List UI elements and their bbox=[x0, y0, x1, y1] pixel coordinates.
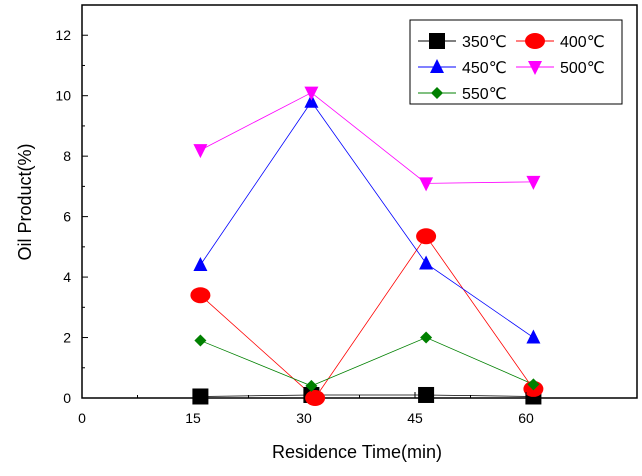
legend-marker-550 bbox=[431, 87, 443, 99]
data-point-550 bbox=[420, 331, 433, 344]
data-point-450 bbox=[304, 93, 319, 108]
x-tick-label: 45 bbox=[407, 410, 423, 426]
data-point-350 bbox=[418, 386, 435, 403]
data-point-550 bbox=[527, 378, 540, 391]
data-point-400 bbox=[416, 228, 437, 245]
y-tick-label: 0 bbox=[63, 390, 71, 406]
y-tick-label: 6 bbox=[63, 209, 71, 225]
data-point-350 bbox=[192, 388, 209, 405]
legend-marker-350 bbox=[429, 33, 445, 49]
data-point-400 bbox=[190, 287, 211, 304]
data-point-500 bbox=[419, 177, 434, 192]
data-point-550 bbox=[194, 334, 207, 347]
legend-label-400: 400℃ bbox=[560, 34, 605, 51]
x-tick-label: 0 bbox=[78, 410, 86, 426]
series-line-450 bbox=[200, 101, 534, 338]
x-tick-label: 60 bbox=[518, 410, 534, 426]
legend: 350℃ 400℃ 450℃ 500℃ 550℃ bbox=[409, 19, 623, 105]
series-line-350 bbox=[200, 394, 534, 397]
data-point-550 bbox=[305, 379, 318, 392]
legend-label-450: 450℃ bbox=[462, 60, 507, 77]
x-tick-label: 15 bbox=[185, 410, 201, 426]
y-tick-label: 10 bbox=[55, 88, 71, 104]
y-tick-label: 8 bbox=[63, 148, 71, 164]
data-point-500 bbox=[526, 175, 541, 190]
series-lines bbox=[200, 92, 534, 399]
legend-marker-450 bbox=[430, 59, 444, 73]
data-point-500 bbox=[304, 86, 319, 101]
data-point-400 bbox=[305, 390, 326, 406]
legend-label-550: 550℃ bbox=[462, 86, 507, 103]
data-point-450 bbox=[193, 256, 208, 271]
x-axis-title: Residence Time(min) bbox=[272, 442, 442, 462]
data-point-450 bbox=[526, 329, 541, 344]
legend-label-350: 350℃ bbox=[462, 34, 507, 51]
series-markers bbox=[190, 86, 544, 406]
series-line-400 bbox=[200, 235, 534, 399]
axis-ticks: 0 15 30 45 60 0 2 4 6 8 10 12 bbox=[55, 27, 534, 426]
legend-label-500: 500℃ bbox=[560, 60, 605, 77]
data-point-450 bbox=[419, 255, 434, 270]
y-tick-label: 12 bbox=[55, 27, 71, 43]
series-line-550 bbox=[200, 337, 534, 387]
y-tick-label: 4 bbox=[63, 269, 71, 285]
y-axis-title: Oil Product(%) bbox=[15, 143, 35, 260]
data-point-500 bbox=[193, 144, 208, 159]
series-line-500 bbox=[200, 92, 534, 184]
y-tick-label: 2 bbox=[63, 330, 71, 346]
legend-marker-400 bbox=[525, 33, 545, 49]
legend-marker-500 bbox=[528, 61, 542, 75]
legend-box bbox=[409, 19, 623, 105]
x-tick-label: 30 bbox=[296, 410, 312, 426]
